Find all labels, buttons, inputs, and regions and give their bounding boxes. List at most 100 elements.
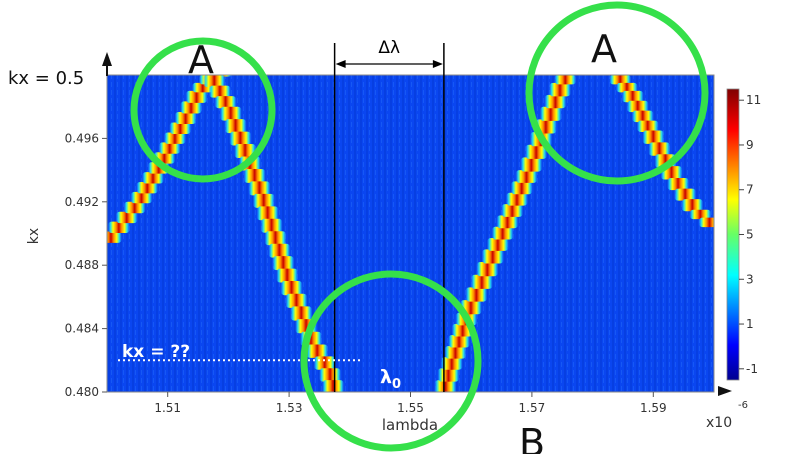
band-segment: [689, 209, 712, 220]
delta-lambda-arrowhead-left: [335, 60, 346, 68]
band-segment: [107, 231, 122, 243]
band-segment: [440, 357, 463, 370]
band-segment: [256, 206, 279, 221]
band-segment: [554, 75, 577, 85]
band-segment: [224, 119, 247, 134]
y-tick-label: 0.492: [65, 195, 99, 209]
band-segment: [642, 130, 665, 144]
band-segment: [525, 144, 548, 159]
band-segment: [548, 82, 571, 97]
delta-lambda-arrowhead-right: [432, 60, 443, 68]
band-segment: [229, 131, 252, 146]
band-segment: [539, 106, 562, 121]
band-segment: [306, 344, 329, 358]
band-segment: [319, 368, 342, 382]
colorbar-tick-label: 3: [746, 272, 754, 286]
x-tick-label: 1.59: [640, 401, 667, 415]
band-segment: [322, 380, 345, 392]
band-segment: [174, 111, 197, 125]
y-tick-label: 0.488: [65, 258, 99, 272]
x-axis-label: lambda: [382, 416, 438, 434]
band-segment: [290, 306, 313, 321]
heatmap-texture: [107, 75, 714, 392]
x-tick-label: 1.51: [154, 401, 181, 415]
band-segment: [674, 188, 697, 201]
x-tick-label: 1.55: [397, 401, 424, 415]
kx-top-label: kx = 0.5: [8, 68, 84, 89]
x-tick-label: 1.53: [276, 401, 303, 415]
band-segment: [243, 168, 266, 183]
x-tick-label: 1.57: [519, 401, 546, 415]
y-tick-label: 0.496: [65, 131, 99, 145]
band-segment: [681, 199, 704, 212]
band-segment: [486, 238, 509, 251]
y-tick-label: 0.480: [65, 385, 99, 399]
band-segment: [636, 120, 659, 132]
colorbar-tick-label: 7: [746, 183, 754, 197]
region-b-circle: [300, 270, 482, 452]
kx-unknown-label: kx = ??: [122, 342, 190, 362]
y-tick-label: 0.484: [65, 322, 99, 336]
lambda0-base: λ: [380, 366, 392, 388]
band-segment: [434, 380, 457, 392]
band-segment: [470, 274, 493, 289]
band-segment: [203, 75, 226, 88]
band-segment: [185, 90, 208, 103]
region-a-right-label: A: [591, 27, 617, 71]
band-segment: [252, 193, 275, 208]
lambda0-label: λ0: [380, 366, 401, 392]
band-segment: [544, 94, 567, 109]
band-segment: [180, 101, 203, 114]
band-segment: [280, 281, 303, 296]
band-segment: [136, 181, 159, 194]
band-segment: [268, 243, 291, 258]
lambda0-subscript: 0: [392, 377, 401, 392]
band-segment: [698, 217, 714, 228]
band-segment: [444, 346, 467, 359]
band-series-2: [434, 75, 577, 392]
band-segment: [163, 132, 186, 144]
band-segment: [465, 287, 488, 302]
colorbar-ticks: -1 1 3 5 7 9 11: [739, 93, 761, 376]
band-segment: [481, 249, 504, 264]
band-segment: [476, 262, 499, 277]
band-segment: [448, 334, 471, 348]
band-segment: [115, 211, 138, 224]
band-segment: [615, 82, 638, 93]
x-axis: 1.51 1.53 1.55 1.57 1.59: [154, 392, 667, 415]
band-segment: [648, 142, 671, 156]
colorbar-tick-label: 1: [746, 317, 754, 331]
colorbar: [726, 88, 740, 381]
colorbar-tick-label: 11: [746, 93, 761, 107]
x-axis-arrow: [718, 386, 732, 396]
band-segment: [234, 144, 257, 159]
band-segment: [510, 181, 533, 195]
delta-lambda-label: Δλ: [378, 38, 400, 58]
band-segment: [123, 201, 146, 214]
band-segment: [219, 106, 242, 121]
x-multiplier-label: x10: [706, 415, 732, 431]
band-segment: [667, 178, 690, 191]
band-segment: [276, 268, 299, 283]
band-segment: [626, 100, 649, 113]
band-segment: [208, 85, 231, 98]
band-segment: [437, 368, 460, 382]
band-segment: [158, 142, 181, 154]
band-segment: [169, 122, 192, 134]
band-gap-markers: [333, 43, 445, 392]
band-segment: [609, 75, 632, 85]
colorbar-tick-label: 9: [746, 138, 754, 152]
y-axis-arrow: [102, 52, 112, 66]
band-layer: [107, 75, 714, 392]
band-segment: [631, 110, 654, 123]
band-segment: [520, 157, 543, 172]
band-segment: [285, 293, 308, 308]
band-segment: [107, 221, 130, 234]
band-segment: [621, 90, 644, 103]
band-segment: [214, 96, 237, 109]
band-segment: [313, 356, 336, 370]
band-segment: [264, 231, 287, 246]
region-a-left-label: A: [188, 38, 214, 82]
band-segment: [501, 204, 524, 217]
